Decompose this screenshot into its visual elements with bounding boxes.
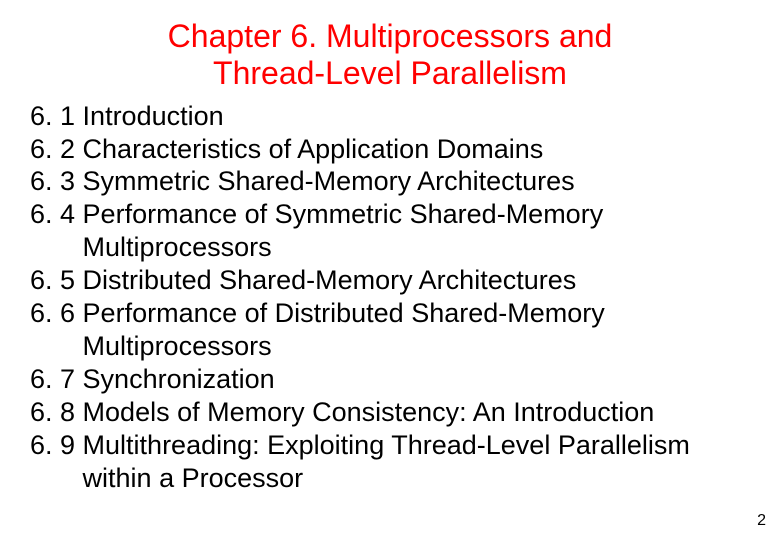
toc-number: 6. 1 — [30, 100, 83, 133]
table-of-contents: 6. 1 Introduction 6. 2 Characteristics o… — [0, 92, 780, 495]
toc-number: 6. 7 — [30, 363, 83, 396]
toc-entry: 6. 2 Characteristics of Application Doma… — [30, 133, 750, 166]
toc-number: 6. 2 — [30, 133, 83, 166]
toc-text: Characteristics of Application Domains — [83, 133, 750, 166]
toc-text: Multithreading: Exploiting Thread-Level … — [83, 429, 750, 495]
page-number: 2 — [757, 512, 766, 530]
toc-text: Distributed Shared-Memory Architectures — [83, 264, 750, 297]
toc-entry: 6. 9 Multithreading: Exploiting Thread-L… — [30, 429, 750, 495]
toc-number: 6. 5 — [30, 264, 83, 297]
toc-number: 6. 9 — [30, 429, 83, 462]
toc-entry: 6. 6 Performance of Distributed Shared-M… — [30, 297, 750, 363]
toc-text: Performance of Distributed Shared-Memory… — [83, 297, 750, 363]
toc-entry: 6. 4 Performance of Symmetric Shared-Mem… — [30, 198, 750, 264]
toc-text: Models of Memory Consistency: An Introdu… — [83, 396, 750, 429]
toc-text: Introduction — [83, 100, 750, 133]
toc-text: Symmetric Shared-Memory Architectures — [83, 165, 750, 198]
title-line-2: Thread-Level Parallelism — [213, 55, 567, 91]
toc-text: Synchronization — [83, 363, 750, 396]
title-line-1: Chapter 6. Multiprocessors and — [168, 18, 613, 54]
toc-number: 6. 6 — [30, 297, 83, 330]
chapter-title: Chapter 6. Multiprocessors and Thread-Le… — [0, 0, 780, 92]
toc-entry: 6. 1 Introduction — [30, 100, 750, 133]
slide: Chapter 6. Multiprocessors and Thread-Le… — [0, 0, 780, 540]
toc-entry: 6. 5 Distributed Shared-Memory Architect… — [30, 264, 750, 297]
toc-number: 6. 4 — [30, 198, 83, 231]
toc-entry: 6. 7 Synchronization — [30, 363, 750, 396]
toc-number: 6. 3 — [30, 165, 83, 198]
toc-text: Performance of Symmetric Shared-Memory M… — [83, 198, 750, 264]
toc-entry: 6. 8 Models of Memory Consistency: An In… — [30, 396, 750, 429]
toc-entry: 6. 3 Symmetric Shared-Memory Architectur… — [30, 165, 750, 198]
toc-number: 6. 8 — [30, 396, 83, 429]
